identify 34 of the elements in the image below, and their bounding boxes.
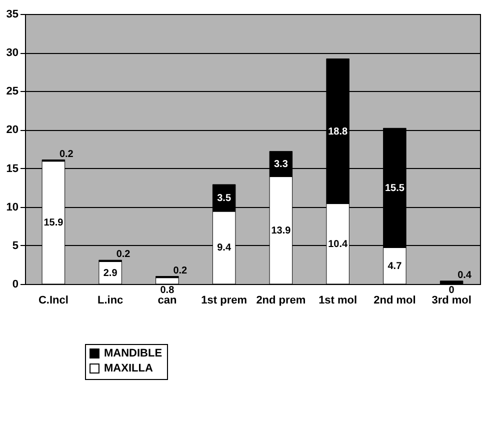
data-label: 0.2 (173, 265, 188, 276)
x-tick-label: 2nd prem (256, 294, 306, 306)
x-tick-label: C.Incl (38, 294, 68, 306)
legend-label: MANDIBLE (104, 348, 162, 360)
y-tick-label: 5 (12, 240, 18, 252)
x-tick-label: L.inc (97, 294, 124, 306)
data-label: 3.5 (217, 192, 232, 204)
y-tick-label: 35 (6, 8, 18, 20)
data-label: 9.4 (217, 242, 232, 254)
data-label: 0.8 (160, 285, 175, 296)
data-label: 15.9 (44, 218, 64, 229)
x-tick-label: 1st prem (201, 294, 248, 306)
legend-label: MAXILLA (104, 362, 153, 374)
data-label: 4.7 (388, 260, 402, 272)
y-tick-label: 25 (6, 86, 18, 98)
x-tick-label: 3rd mol (432, 294, 472, 306)
data-label: 0.2 (116, 249, 131, 260)
x-tick-label: can (158, 294, 177, 306)
data-label: 0 (448, 285, 455, 296)
y-tick-label: 15 (6, 162, 18, 175)
data-label: 10.4 (328, 238, 348, 250)
y-tick-label: 30 (6, 47, 18, 60)
y-tick-label: 20 (6, 124, 18, 136)
y-tick-label: 10 (6, 201, 18, 214)
data-label: 3.3 (274, 159, 288, 170)
data-label: 18.8 (328, 126, 348, 138)
x-tick-label: 2nd mol (374, 294, 416, 306)
y-tick-label: 0 (12, 278, 18, 290)
data-label: 0.4 (458, 270, 472, 281)
data-label: 15.5 (384, 182, 405, 194)
x-tick-label: 1st mol (318, 294, 358, 306)
data-label: 13.9 (271, 225, 292, 236)
data-label: 2.9 (103, 268, 118, 279)
data-label: 0.2 (59, 148, 74, 160)
